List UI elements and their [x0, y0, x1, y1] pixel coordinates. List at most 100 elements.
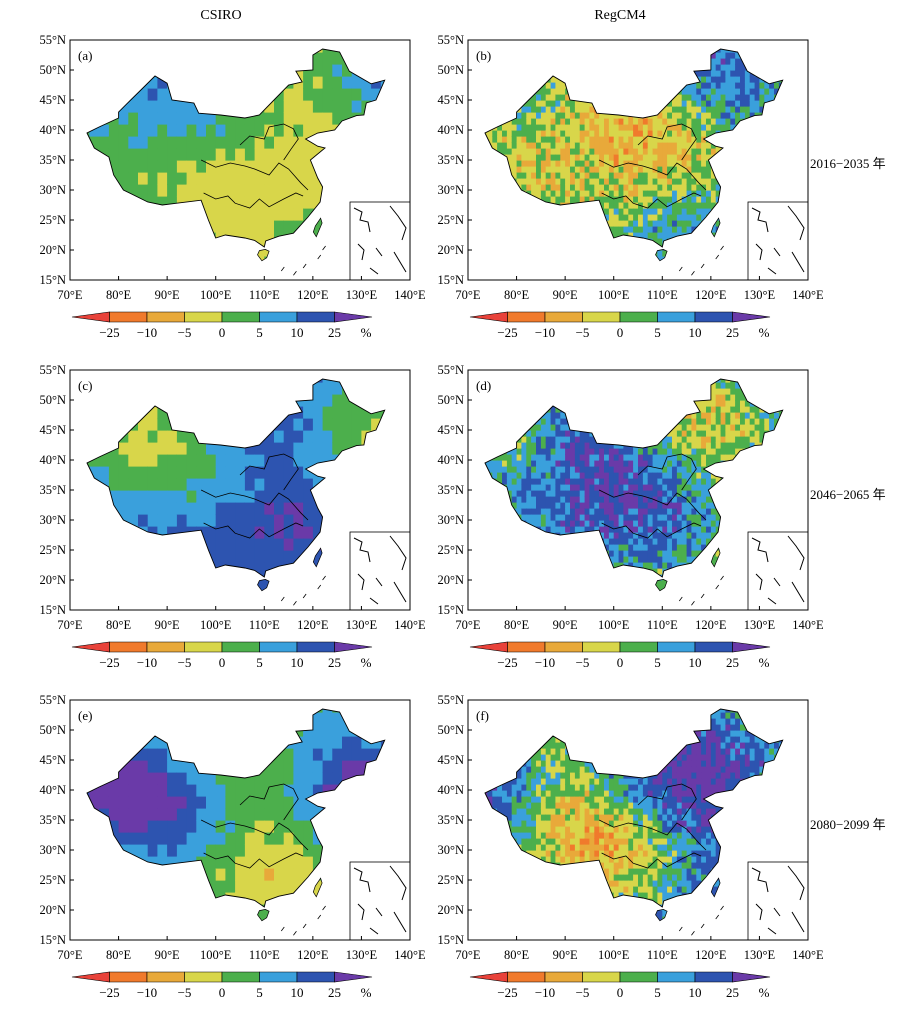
- y-tick-label: 40°N: [437, 123, 464, 137]
- colorbar-tick-label: 25: [328, 655, 341, 670]
- x-tick-label: 90°E: [553, 948, 578, 962]
- y-tick-label: 30°N: [39, 513, 66, 527]
- panel-label: (f): [476, 708, 489, 723]
- china-border: [484, 48, 784, 248]
- colorbar-tick-label: 25: [726, 325, 739, 340]
- x-tick-label: 80°E: [106, 288, 131, 302]
- colorbar: −25 −10 −5 0 5 10 25%: [469, 311, 771, 340]
- x-tick-label: 80°E: [106, 948, 131, 962]
- colorbar-tick-label: −25: [99, 325, 119, 340]
- x-tick-label: 90°E: [553, 618, 578, 632]
- south-china-sea-inset: [747, 201, 809, 281]
- x-tick-label: 140°E: [792, 948, 824, 962]
- colorbar-swatch: [184, 971, 223, 983]
- colorbar-swatch: [694, 971, 733, 983]
- south-china-sea-inset: [747, 861, 809, 941]
- map-panel-d: (d) 70°E 80°E 90°E 100°E 110°E 120°E 130°E 140°E…: [437, 363, 824, 670]
- china-border: [484, 378, 784, 578]
- south-china-sea-inset: [747, 531, 809, 611]
- y-tick-label: 55°N: [437, 33, 464, 47]
- river-line: [637, 783, 697, 821]
- colorbar-swatch: [507, 311, 546, 323]
- column-title-regcm4: RegCM4: [594, 8, 646, 23]
- colorbar-swatch: [146, 971, 185, 983]
- y-tick-label: 55°N: [437, 363, 464, 377]
- colorbar-swatch: [109, 311, 148, 323]
- colorbar-tick-label: 0: [219, 325, 226, 340]
- colorbar-tick-label: −10: [137, 325, 157, 340]
- colorbar-swatch: [544, 971, 583, 983]
- y-tick-label: 35°N: [39, 813, 66, 827]
- y-tick-label: 45°N: [437, 93, 464, 107]
- colorbar-tick-label: 0: [617, 655, 624, 670]
- y-tick-label: 30°N: [437, 183, 464, 197]
- y-tick-label: 25°N: [39, 213, 66, 227]
- colorbar-tick-label: 5: [256, 985, 263, 1000]
- x-tick-label: 120°E: [695, 288, 727, 302]
- x-tick-label: 130°E: [744, 948, 776, 962]
- y-tick-label: 55°N: [39, 33, 66, 47]
- y-tick-label: 50°N: [39, 63, 66, 77]
- y-tick-label: 20°N: [437, 573, 464, 587]
- colorbar-swatch: [619, 971, 658, 983]
- colorbar-tick-label: 0: [219, 655, 226, 670]
- y-tick-label: 35°N: [437, 153, 464, 167]
- y-tick-label: 25°N: [437, 873, 464, 887]
- y-tick-label: 45°N: [39, 753, 66, 767]
- colorbar-swatch: [732, 641, 771, 653]
- y-tick-label: 15°N: [437, 933, 464, 947]
- x-tick-label: 70°E: [455, 618, 480, 632]
- colorbar-tick-label: 10: [689, 985, 702, 1000]
- x-tick-label: 130°E: [744, 288, 776, 302]
- x-tick-label: 90°E: [155, 288, 180, 302]
- colorbar-swatch: [694, 311, 733, 323]
- colorbar-tick-label: −10: [137, 655, 157, 670]
- colorbar-tick-label: −5: [576, 985, 590, 1000]
- colorbar-tick-label: 10: [689, 655, 702, 670]
- x-tick-label: 120°E: [297, 618, 329, 632]
- colorbar-swatch: [469, 311, 508, 323]
- y-tick-label: 40°N: [39, 123, 66, 137]
- y-tick-label: 50°N: [39, 393, 66, 407]
- y-tick-label: 30°N: [437, 843, 464, 857]
- river-line: [200, 159, 309, 191]
- river-line: [598, 819, 707, 851]
- river-line: [203, 852, 304, 869]
- river-line: [601, 192, 702, 209]
- x-tick-label: 70°E: [455, 948, 480, 962]
- colorbar-tick-label: −25: [497, 655, 517, 670]
- y-tick-label: 25°N: [437, 213, 464, 227]
- map-panel-b: (b) 70°E 80°E 90°E 100°E 110°E 120°E 130°E 140°E…: [437, 33, 824, 340]
- river-line: [239, 783, 299, 821]
- map-panel-e: (e) 70°E 80°E 90°E 100°E 110°E 120°E 130°E 140°E…: [39, 693, 426, 1000]
- x-tick-label: 140°E: [394, 618, 426, 632]
- y-tick-label: 40°N: [39, 453, 66, 467]
- x-tick-label: 110°E: [249, 948, 280, 962]
- colorbar-swatch: [334, 641, 373, 653]
- map-panel-f: (f) 70°E 80°E 90°E 100°E 110°E 120°E 130°E 140°E…: [437, 693, 824, 1000]
- y-tick-label: 40°N: [437, 783, 464, 797]
- colorbar-tick-label: 0: [617, 985, 624, 1000]
- colorbar-swatch: [259, 311, 298, 323]
- china-border: [86, 48, 386, 248]
- colorbar-swatch: [184, 641, 223, 653]
- colorbar-swatch: [296, 311, 335, 323]
- colorbar-tick-label: 5: [654, 655, 661, 670]
- x-tick-label: 90°E: [155, 618, 180, 632]
- colorbar-swatch: [146, 641, 185, 653]
- china-border: [484, 708, 784, 908]
- x-tick-label: 110°E: [647, 948, 678, 962]
- river-line: [239, 123, 299, 161]
- x-tick-label: 120°E: [695, 618, 727, 632]
- y-tick-label: 20°N: [437, 903, 464, 917]
- river-line: [239, 453, 299, 491]
- colorbar-swatch: [259, 971, 298, 983]
- x-tick-label: 100°E: [200, 948, 232, 962]
- y-tick-label: 40°N: [437, 453, 464, 467]
- y-tick-label: 50°N: [437, 393, 464, 407]
- colorbar-unit: %: [361, 655, 372, 670]
- colorbar-tick-label: −5: [576, 325, 590, 340]
- colorbar-swatch: [221, 641, 260, 653]
- south-china-sea-inset: [349, 861, 411, 941]
- y-tick-label: 30°N: [39, 183, 66, 197]
